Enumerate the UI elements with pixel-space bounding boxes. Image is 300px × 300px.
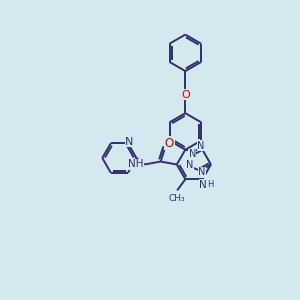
Text: O: O: [181, 90, 190, 100]
Text: NH: NH: [128, 159, 144, 169]
Text: N: N: [186, 160, 194, 170]
Text: CH₃: CH₃: [169, 194, 185, 203]
Text: O: O: [165, 136, 174, 149]
Text: N: N: [125, 137, 134, 147]
Text: N: N: [197, 141, 205, 151]
Text: N: N: [189, 149, 196, 159]
Text: N: N: [199, 180, 207, 190]
Text: N: N: [198, 167, 206, 177]
Text: H: H: [207, 180, 214, 189]
